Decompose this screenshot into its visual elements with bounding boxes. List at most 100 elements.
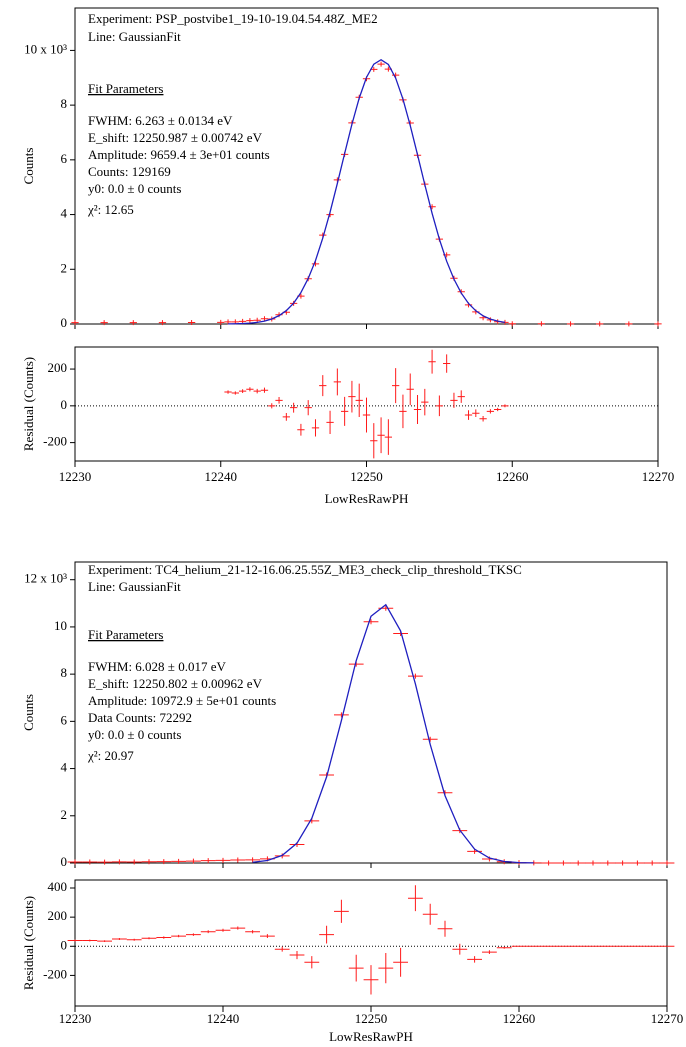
y-tick-label: 200 (48, 908, 68, 923)
fit-parameter: χ²: 12.65 (87, 202, 134, 217)
residual-point (435, 395, 444, 417)
data-point (363, 619, 379, 625)
fit-parameter: Amplitude: 10972.9 ± 5e+01 counts (88, 693, 276, 708)
residual-point (200, 930, 216, 934)
residual-point (275, 397, 283, 404)
data-point (585, 860, 601, 866)
x-tick-label: 12270 (642, 469, 675, 484)
y-tick-label: 0 (61, 937, 68, 952)
x-tick-label: 12240 (205, 469, 238, 484)
residual-point (393, 947, 408, 977)
data-point (158, 320, 167, 326)
residual-point (479, 415, 487, 422)
annotation: Line: GaussianFit (88, 579, 181, 594)
data-point (217, 319, 225, 325)
y-axis-label: Residual (Counts) (21, 357, 36, 451)
residual-point (304, 956, 320, 969)
residual-point (289, 402, 298, 413)
residual-point (297, 423, 305, 436)
data-point (112, 859, 127, 865)
data-point (537, 321, 546, 327)
residual-point (392, 368, 400, 404)
y-axis-label: Counts (21, 694, 36, 731)
residual-point (370, 423, 378, 459)
x-tick-label: 12260 (503, 1011, 536, 1026)
x-tick-label: 12240 (207, 1011, 240, 1026)
data-point (200, 858, 216, 864)
data-point (596, 321, 604, 327)
data-point (428, 204, 436, 210)
residual-point (289, 950, 305, 960)
y-tick-label: 6 (61, 712, 68, 727)
x-tick-label: 12270 (651, 1011, 684, 1026)
residual-point (348, 954, 364, 982)
residual-point (437, 920, 453, 937)
fit-parameter: y0: 0.0 ± 0 counts (88, 727, 181, 742)
residual-point (126, 938, 142, 941)
residual-point (171, 934, 186, 938)
y-tick-label: -200 (43, 966, 67, 981)
residual-point (482, 950, 497, 954)
residual-point (408, 885, 423, 912)
data-point (644, 860, 660, 866)
y-tick-label: 200 (48, 360, 68, 375)
data-point (541, 860, 556, 866)
data-point (654, 321, 662, 327)
data-point (275, 312, 283, 318)
fit-parameter: FWHM: 6.263 ± 0.0134 eV (88, 113, 233, 128)
data-point (377, 61, 385, 67)
data-point (126, 859, 142, 865)
residual-point (319, 375, 327, 397)
y-tick-label: 8 (61, 665, 68, 680)
residual-point (377, 417, 385, 454)
fit-parameter: FWHM: 6.028 ± 0.017 eV (88, 659, 226, 674)
fit-parameter: Amplitude: 9659.4 ± 3e+01 counts (88, 147, 270, 162)
data-point (245, 857, 260, 863)
residual-point (457, 390, 465, 403)
residual-point (496, 946, 512, 949)
residual-point (333, 368, 341, 396)
data-point (97, 859, 112, 865)
residual-point (215, 928, 231, 932)
data-point (615, 860, 630, 866)
fit-parameter: E_shift: 12250.802 ± 0.00962 eV (88, 676, 263, 691)
residual-point (399, 394, 407, 429)
residual-point (422, 903, 438, 925)
residual-point (443, 354, 451, 373)
y-tick-label: 4 (61, 206, 68, 221)
fit-parameter: y0: 0.0 ± 0 counts (88, 181, 181, 196)
data-point (141, 859, 157, 865)
residual-point (112, 937, 127, 941)
data-point (230, 857, 246, 863)
annotation: Experiment: TC4_helium_21-12-16.06.25.55… (88, 562, 522, 577)
x-tick-label: 12230 (59, 469, 92, 484)
y-tick-label: 4 (61, 760, 68, 775)
data-point (630, 860, 645, 866)
residual-point (253, 388, 261, 394)
y-axis-label: Counts (21, 148, 36, 185)
residual-point (326, 410, 334, 434)
y-tick-label: 400 (48, 879, 68, 894)
data-point (334, 712, 349, 718)
fit-line (252, 603, 534, 864)
x-tick-label: 12250 (355, 1011, 388, 1026)
residual-point (334, 899, 349, 923)
residual-point (362, 397, 371, 433)
x-tick-label: 12260 (496, 469, 529, 484)
fit-parameter: E_shift: 12250.987 ± 0.00742 eV (88, 130, 263, 145)
fit-line (228, 58, 506, 325)
residual-point (384, 419, 393, 455)
data-point (625, 321, 633, 327)
residual-point (268, 403, 276, 409)
residual-point (501, 404, 509, 408)
y-tick-label: 2 (61, 807, 68, 822)
residual-point (472, 409, 480, 418)
residual-point (450, 392, 458, 408)
data-point (659, 860, 675, 866)
y-tick-label: 10 x 10³ (24, 41, 67, 56)
y-tick-label: 6 (61, 151, 68, 166)
data-point (67, 859, 83, 865)
data-point (187, 319, 196, 325)
data-point (171, 858, 186, 864)
x-axis-label: LowResRawPH (325, 491, 409, 506)
